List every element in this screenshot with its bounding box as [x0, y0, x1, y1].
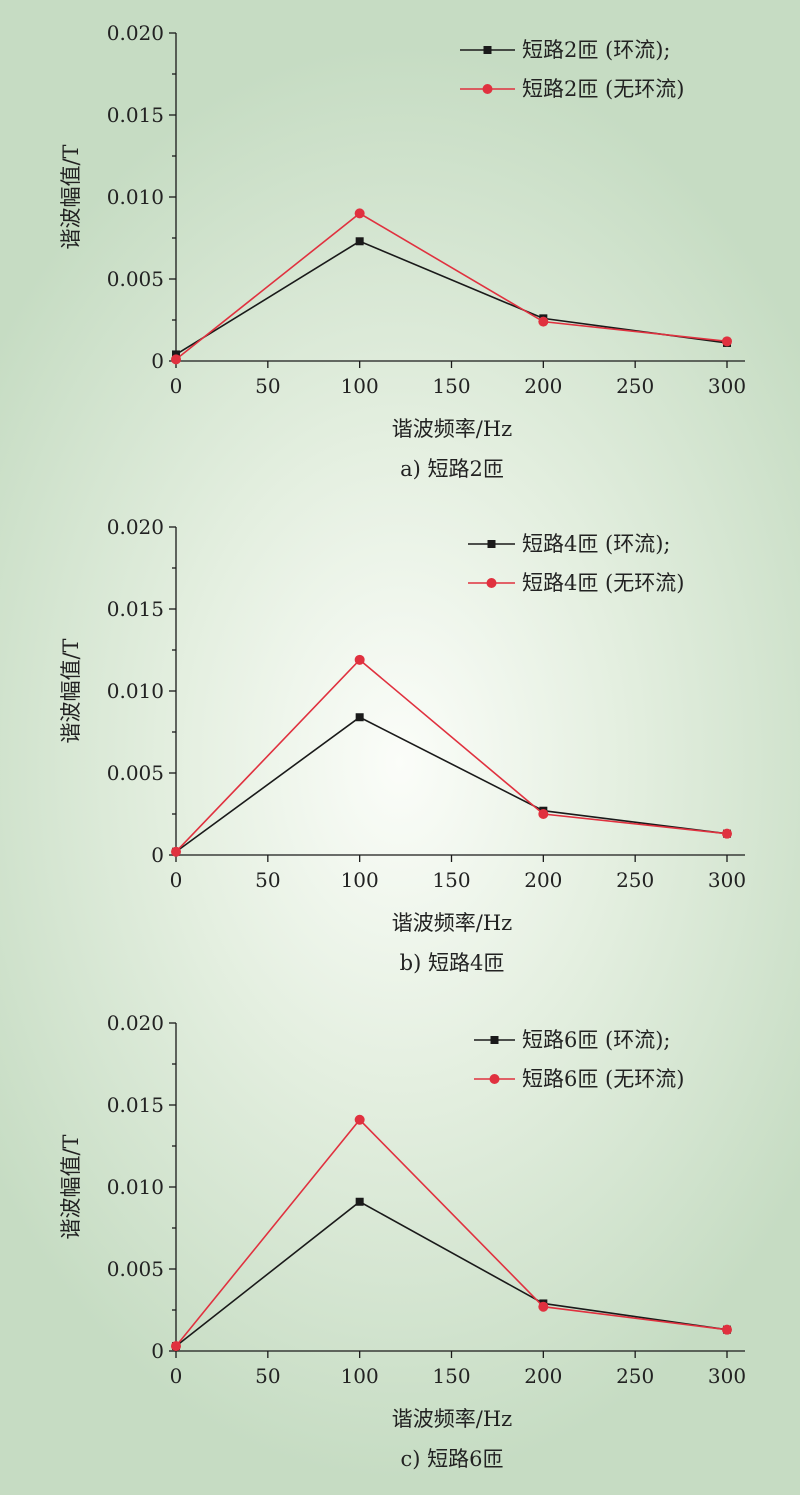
- x-tick-label: 150: [432, 374, 470, 398]
- data-point-circle: [538, 809, 549, 819]
- legend-marker-square: [490, 1036, 499, 1044]
- x-tick-label: 0: [170, 374, 183, 398]
- series-line-1: [175, 1118, 728, 1347]
- data-point-circle: [722, 1324, 732, 1335]
- data-point-circle: [722, 828, 732, 839]
- y-tick-label: 0.015: [107, 1093, 164, 1117]
- x-axis-title: 谐波频率/Hz: [392, 1407, 512, 1431]
- x-tick-label: 300: [708, 374, 746, 398]
- legend-marker-circle: [489, 1074, 500, 1084]
- legend-label: 短路4匝 (无环流): [522, 571, 684, 595]
- x-tick-label: 250: [616, 1364, 654, 1388]
- x-tick-label: 150: [432, 1364, 470, 1388]
- data-point-square: [355, 713, 364, 722]
- y-tick-label: 0.015: [107, 597, 164, 621]
- series-line-1: [175, 658, 728, 853]
- y-tick-label: 0: [151, 843, 164, 867]
- data-point-circle: [722, 336, 732, 347]
- x-tick-label: 0: [170, 1364, 183, 1388]
- y-tick-label: 0.020: [107, 515, 164, 539]
- data-point-circle: [171, 354, 181, 365]
- panel-caption: c) 短路6匝: [401, 1447, 504, 1471]
- data-point-circle: [354, 208, 365, 219]
- y-tick-label: 0: [151, 349, 164, 373]
- x-axis-title: 谐波频率/Hz: [392, 417, 512, 441]
- data-point-circle: [538, 1301, 549, 1312]
- chart-panel-0: 0 0.005 0.010 0.015 0.020 0 50 100 150 200 250 300 谐…: [59, 21, 746, 481]
- legend-marker-square: [487, 540, 496, 548]
- data-point-square: [355, 237, 364, 246]
- y-tick-label: 0: [151, 1339, 164, 1363]
- chart-panel-1: 0 0.005 0.010 0.015 0.020 0 50 100 150 200 250 300 谐…: [59, 515, 746, 975]
- y-axis-title: 谐波幅值/T: [59, 144, 83, 249]
- x-tick-label: 300: [708, 1364, 746, 1388]
- x-tick-label: 200: [524, 1364, 562, 1388]
- x-axis-title: 谐波频率/Hz: [392, 911, 512, 935]
- y-axis-title: 谐波幅值/T: [59, 1134, 83, 1239]
- x-tick-label: 50: [255, 1364, 280, 1388]
- x-tick-label: 100: [341, 374, 379, 398]
- series-line-1: [175, 212, 728, 360]
- y-tick-label: 0.010: [107, 1175, 164, 1199]
- x-tick-label: 200: [524, 374, 562, 398]
- data-point-circle: [538, 316, 549, 327]
- x-tick-label: 100: [341, 868, 379, 892]
- x-tick-label: 300: [708, 868, 746, 892]
- y-tick-label: 0.005: [107, 1257, 164, 1281]
- x-tick-label: 50: [255, 374, 280, 398]
- y-axis-title: 谐波幅值/T: [59, 638, 83, 743]
- y-tick-label: 0.010: [107, 185, 164, 209]
- legend-label: 短路4匝 (环流);: [522, 532, 671, 556]
- x-tick-label: 250: [616, 868, 654, 892]
- legend-marker-square: [483, 46, 492, 54]
- data-point-circle: [171, 846, 181, 857]
- data-point-square: [355, 1197, 364, 1206]
- panel-caption: a) 短路2匝: [400, 457, 504, 481]
- panel-caption: b) 短路4匝: [400, 951, 505, 975]
- series-line-0: [175, 1200, 728, 1347]
- data-point-circle: [354, 654, 365, 665]
- y-tick-label: 0.015: [107, 103, 164, 127]
- legend-label: 短路6匝 (环流);: [522, 1028, 671, 1052]
- y-tick-label: 0.010: [107, 679, 164, 703]
- series-line-0: [175, 240, 728, 356]
- x-tick-label: 200: [524, 868, 562, 892]
- chart-panel-2: 0 0.005 0.010 0.015 0.020 0 50 100 150 200 250 300 谐…: [59, 1011, 746, 1471]
- legend-marker-circle: [482, 84, 493, 94]
- y-tick-label: 0.005: [107, 267, 164, 291]
- x-tick-label: 150: [432, 868, 470, 892]
- y-tick-label: 0.005: [107, 761, 164, 785]
- data-point-circle: [354, 1114, 365, 1125]
- y-tick-label: 0.020: [107, 1011, 164, 1035]
- y-tick-label: 0.020: [107, 21, 164, 45]
- legend-label: 短路6匝 (无环流): [522, 1067, 684, 1091]
- data-point-circle: [171, 1341, 181, 1352]
- x-tick-label: 250: [616, 374, 654, 398]
- series-line-0: [175, 716, 728, 853]
- legend-label: 短路2匝 (无环流): [522, 77, 684, 101]
- legend-label: 短路2匝 (环流);: [522, 38, 671, 62]
- x-tick-label: 50: [255, 868, 280, 892]
- x-tick-label: 100: [341, 1364, 379, 1388]
- legend-marker-circle: [486, 578, 497, 588]
- x-tick-label: 0: [170, 868, 183, 892]
